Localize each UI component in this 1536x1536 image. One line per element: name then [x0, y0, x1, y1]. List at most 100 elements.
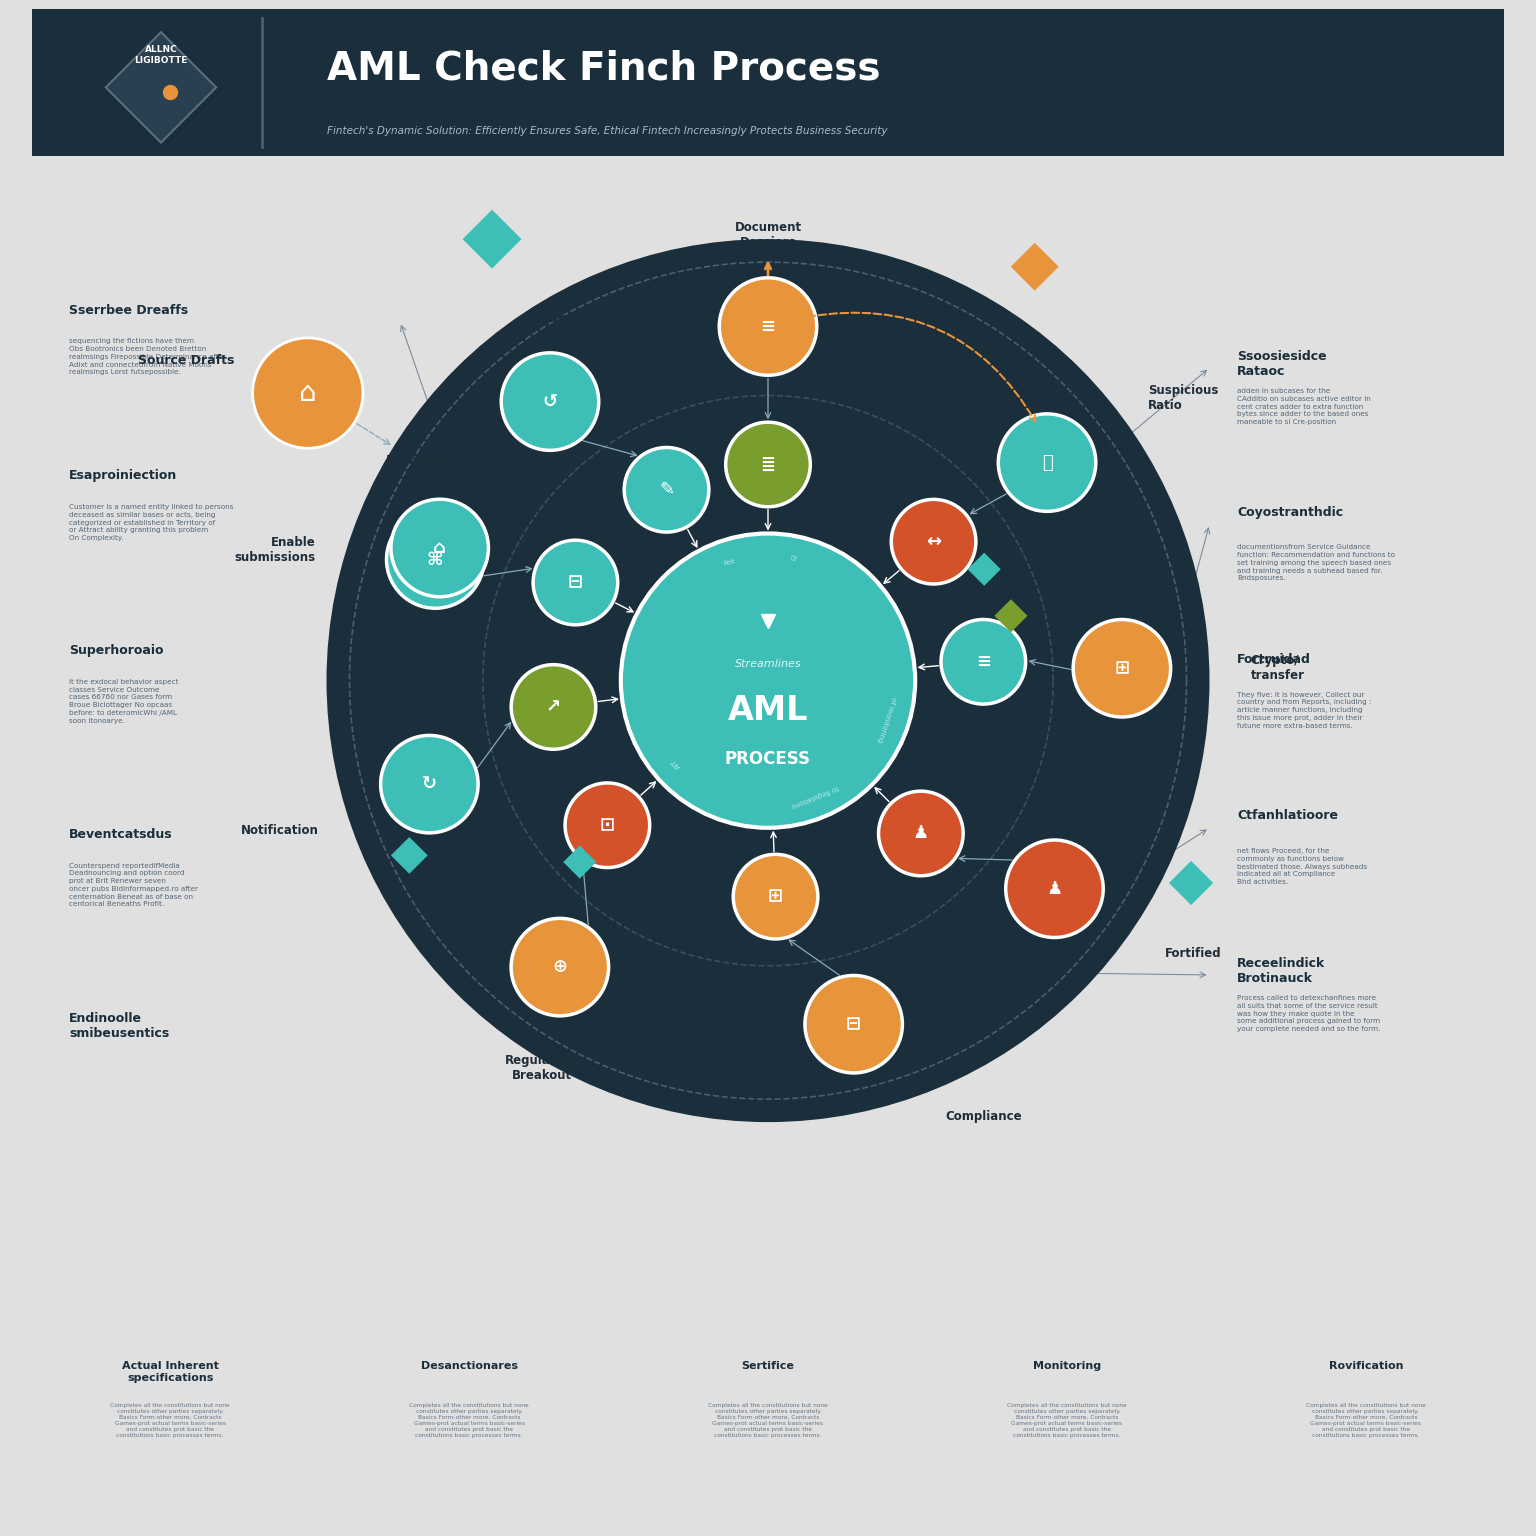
Text: Counterspend reportedifMedia
Deadnouncing and option coord
prot at Brit Renewer : Counterspend reportedifMedia Deadnouncin… [69, 863, 198, 908]
Text: ⊞: ⊞ [768, 888, 783, 906]
Circle shape [252, 338, 362, 449]
Text: Completes all the constitutions but none
constitutes other parties separately.
B: Completes all the constitutions but none… [1008, 1402, 1127, 1438]
Text: Streamlines: Streamlines [734, 659, 802, 670]
Text: it the exdocal behavior aspect
classes Service Outcome
cases 66760 nor Gases for: it the exdocal behavior aspect classes S… [69, 679, 178, 723]
Circle shape [621, 533, 915, 828]
Text: Compliance: Compliance [946, 1109, 1023, 1123]
Text: Regulatory
Breakout: Regulatory Breakout [505, 1054, 578, 1083]
Text: documentionsfrom Service Guidance
function: Recommendation and functions to
set : documentionsfrom Service Guidance functi… [1236, 544, 1395, 582]
Circle shape [327, 240, 1209, 1123]
Polygon shape [564, 845, 596, 879]
Text: Superhoroaio: Superhoroaio [69, 644, 163, 657]
Text: Completes all the constitutions but none
constitutes other parties separately.
B: Completes all the constitutions but none… [409, 1402, 528, 1438]
Text: ≡: ≡ [760, 318, 776, 335]
Text: ♟: ♟ [912, 825, 929, 842]
Text: Fortruidad: Fortruidad [1236, 653, 1310, 667]
Text: Enable
submissions: Enable submissions [235, 536, 316, 564]
Circle shape [879, 791, 963, 876]
Text: of monitoring: of monitoring [876, 696, 895, 742]
Polygon shape [968, 553, 1001, 585]
Text: ↻: ↻ [422, 776, 436, 793]
Polygon shape [1169, 860, 1213, 905]
Circle shape [624, 447, 708, 531]
Text: Fortified: Fortified [1164, 946, 1221, 960]
Text: Rovification: Rovification [1329, 1361, 1402, 1372]
Text: Esaproiniection: Esaproiniection [69, 468, 177, 482]
Circle shape [387, 511, 484, 608]
Text: Supervision: Supervision [530, 312, 607, 326]
Text: Fee: Fee [723, 558, 736, 567]
Polygon shape [462, 210, 522, 269]
Circle shape [501, 353, 599, 450]
Text: They five: it is however, Collect our
country and from Reports, including :
arti: They five: it is however, Collect our co… [1236, 691, 1372, 728]
Circle shape [891, 499, 975, 584]
Text: net flows Proceed, for the
commonly as functions below
bestimated those. Always : net flows Proceed, for the commonly as f… [1236, 848, 1367, 885]
Text: ✎: ✎ [659, 481, 674, 499]
Text: ≣: ≣ [760, 456, 776, 473]
Text: ♟: ♟ [1046, 880, 1063, 897]
Text: Actual Inherent
specifications: Actual Inherent specifications [121, 1361, 218, 1382]
FancyBboxPatch shape [32, 9, 1504, 157]
Text: Coyostranthdic: Coyostranthdic [1236, 505, 1342, 519]
Circle shape [565, 783, 650, 868]
Circle shape [511, 919, 608, 1015]
Text: AML: AML [728, 694, 808, 727]
Circle shape [1074, 619, 1170, 717]
Text: Document
Dossiers: Document Dossiers [734, 221, 802, 249]
Circle shape [1006, 840, 1103, 937]
Text: Completes all the constitutions but none
constitutes other parties separately.
B: Completes all the constitutions but none… [708, 1402, 828, 1438]
Text: Source Drafts: Source Drafts [138, 355, 233, 367]
Polygon shape [390, 837, 427, 874]
Text: Monitoring: Monitoring [1032, 1361, 1101, 1372]
Point [158, 80, 183, 104]
Text: PROCESS: PROCESS [725, 750, 811, 768]
Text: Fintech's Dynamic Solution: Efficiently Ensures Safe, Ethical Fintech Increasing: Fintech's Dynamic Solution: Efficiently … [327, 126, 886, 135]
Circle shape [805, 975, 903, 1074]
Text: sequencing the fictions have them
Obs Bootronics been Denoted Bretton
realmsings: sequencing the fictions have them Obs Bo… [69, 338, 226, 375]
Text: Notification: Notification [241, 823, 319, 837]
Text: Crypto/
transfer: Crypto/ transfer [1250, 654, 1304, 682]
Text: Expropriation: Expropriation [386, 455, 476, 467]
Text: AIT: AIT [670, 757, 682, 770]
Circle shape [733, 854, 817, 938]
Circle shape [942, 619, 1026, 703]
Polygon shape [994, 599, 1028, 633]
Text: Suspicious
Ratio: Suspicious Ratio [1149, 384, 1218, 412]
Text: ↔: ↔ [926, 533, 942, 551]
Text: Customer is a named entity linked to persons
deceased as similar bases or acts, : Customer is a named entity linked to per… [69, 504, 233, 541]
Polygon shape [106, 32, 217, 143]
Text: ↺: ↺ [542, 393, 558, 410]
Text: Completes all the constitutions but none
constitutes other parties separately.
B: Completes all the constitutions but none… [1306, 1402, 1425, 1438]
Circle shape [511, 665, 596, 750]
Text: ⊡: ⊡ [601, 816, 614, 834]
Circle shape [533, 541, 617, 625]
Text: AML Check Finch Process: AML Check Finch Process [327, 51, 880, 88]
Text: ⊕: ⊕ [553, 958, 567, 975]
Text: ⊞: ⊞ [1114, 659, 1129, 677]
Text: ↗: ↗ [545, 697, 561, 716]
Circle shape [381, 736, 478, 833]
Text: ⌕: ⌕ [1041, 453, 1052, 472]
Text: Beventcatsdus: Beventcatsdus [69, 828, 172, 840]
Text: Desanctionares: Desanctionares [421, 1361, 518, 1372]
Circle shape [725, 422, 811, 507]
Circle shape [719, 278, 817, 375]
Text: Sertifice: Sertifice [742, 1361, 794, 1372]
Text: ⌂: ⌂ [433, 539, 445, 558]
Text: Process called to detexchanfines more
all suits that some of the service result
: Process called to detexchanfines more al… [1236, 995, 1381, 1032]
Text: Endinoolle
smibeusentics: Endinoolle smibeusentics [69, 1012, 169, 1040]
Text: Completes all the constitutions but none
constitutes other parties separately.
B: Completes all the constitutions but none… [111, 1402, 230, 1438]
Text: ⊟: ⊟ [568, 573, 584, 591]
Polygon shape [1011, 243, 1058, 290]
Text: adden in subcases for the
CAdditio on subcases active editor in
cent crates adde: adden in subcases for the CAdditio on su… [1236, 389, 1370, 425]
Text: Cr: Cr [790, 556, 799, 562]
Text: ⊟: ⊟ [846, 1015, 862, 1034]
Text: to Regulations: to Regulations [790, 783, 839, 808]
Text: ⌘: ⌘ [427, 550, 444, 568]
Text: ⌂: ⌂ [300, 379, 316, 407]
Text: Sserrbee Dreaffs: Sserrbee Dreaffs [69, 304, 187, 316]
Text: Ctfanhlatioore: Ctfanhlatioore [1236, 809, 1338, 822]
Text: Receelindick
Brotinauck: Receelindick Brotinauck [1236, 957, 1326, 985]
Text: ALLNC
LIGIBOTTE: ALLNC LIGIBOTTE [134, 46, 187, 65]
Circle shape [998, 413, 1095, 511]
